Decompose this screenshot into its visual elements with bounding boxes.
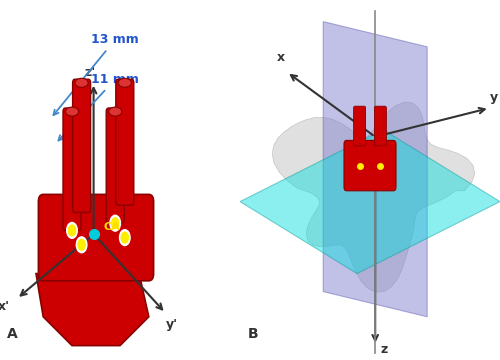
Text: A: A xyxy=(7,327,18,341)
Circle shape xyxy=(110,215,120,231)
FancyBboxPatch shape xyxy=(106,108,124,223)
FancyBboxPatch shape xyxy=(116,79,134,205)
Text: y': y' xyxy=(166,318,177,330)
FancyBboxPatch shape xyxy=(374,106,386,146)
Circle shape xyxy=(78,239,85,250)
Ellipse shape xyxy=(118,78,132,87)
Circle shape xyxy=(112,218,119,229)
Circle shape xyxy=(120,230,130,246)
FancyBboxPatch shape xyxy=(344,140,396,191)
Circle shape xyxy=(68,225,75,236)
Polygon shape xyxy=(272,102,475,292)
Text: x: x xyxy=(276,51,284,64)
Circle shape xyxy=(76,237,87,253)
Text: 13 mm: 13 mm xyxy=(54,33,139,115)
Text: B: B xyxy=(248,327,258,341)
Ellipse shape xyxy=(75,78,88,87)
Text: 11 mm: 11 mm xyxy=(58,73,139,140)
Text: z': z' xyxy=(84,66,96,78)
Text: x': x' xyxy=(0,300,10,312)
Polygon shape xyxy=(36,274,149,346)
Polygon shape xyxy=(240,130,500,274)
FancyBboxPatch shape xyxy=(38,194,154,281)
Circle shape xyxy=(121,232,128,243)
FancyBboxPatch shape xyxy=(72,79,90,212)
Polygon shape xyxy=(323,22,427,317)
Circle shape xyxy=(66,222,78,238)
Text: z: z xyxy=(380,343,388,356)
Text: y: y xyxy=(490,91,498,104)
Ellipse shape xyxy=(108,107,122,116)
FancyBboxPatch shape xyxy=(63,108,81,230)
Text: CA: CA xyxy=(103,222,120,233)
FancyBboxPatch shape xyxy=(354,106,366,146)
Ellipse shape xyxy=(66,107,78,116)
